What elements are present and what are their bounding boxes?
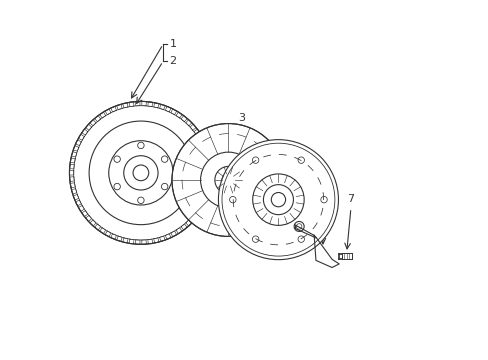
Text: 6: 6 — [318, 194, 325, 203]
Circle shape — [218, 140, 338, 260]
Text: 4: 4 — [276, 146, 283, 156]
Text: 1: 1 — [169, 39, 176, 49]
Circle shape — [172, 123, 285, 237]
Circle shape — [69, 102, 212, 244]
Text: 5: 5 — [290, 199, 297, 208]
Circle shape — [222, 174, 234, 186]
Text: 3: 3 — [238, 113, 244, 123]
Text: 2: 2 — [169, 57, 176, 66]
Circle shape — [271, 193, 285, 207]
Text: 7: 7 — [346, 194, 354, 203]
Circle shape — [133, 165, 148, 181]
